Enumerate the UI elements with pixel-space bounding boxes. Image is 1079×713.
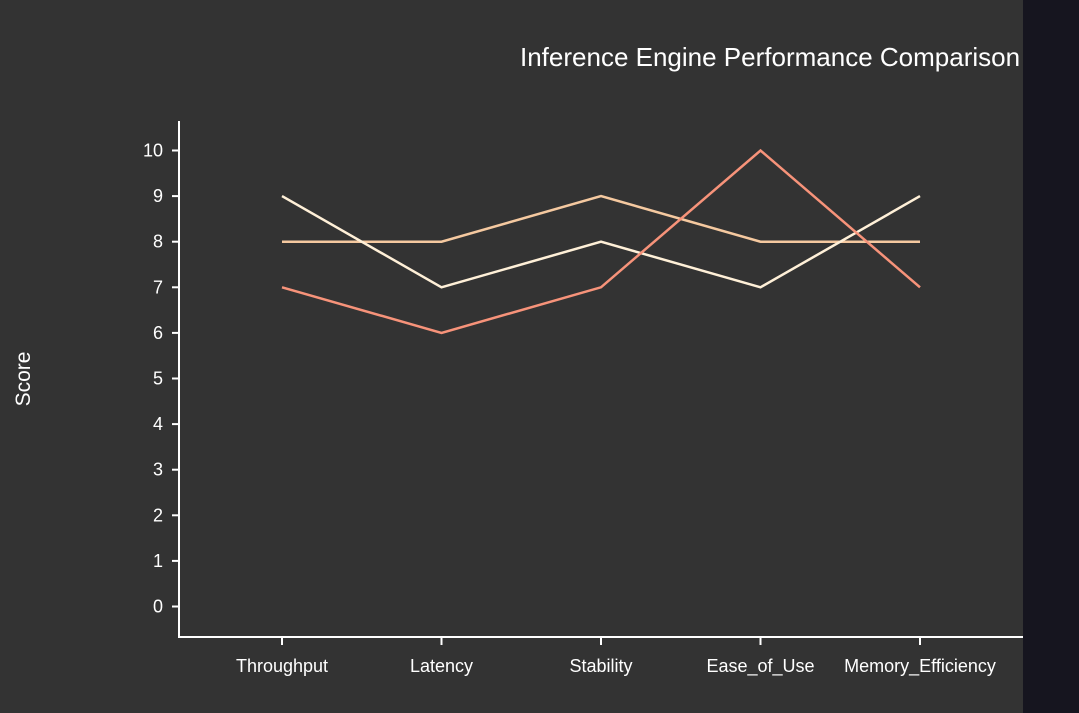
- y-tick-label: 9: [153, 186, 163, 206]
- y-tick-label: 6: [153, 323, 163, 343]
- x-axis: Throughput Latency Stability Ease_of_Use Mem…: [178, 636, 1023, 677]
- x-tick-label: Memory_Efficiency: [844, 656, 996, 677]
- x-tick-label: Throughput: [236, 656, 328, 676]
- series-line-1: [282, 194, 920, 243]
- y-axis: 0 1 2 3 4 5 6 7 8 9 10: [143, 121, 180, 638]
- y-tick-label: 3: [153, 460, 163, 480]
- x-tick-label: Ease_of_Use: [706, 656, 814, 677]
- y-tick-label: 10: [143, 141, 163, 161]
- y-tick-label: 7: [153, 277, 163, 297]
- y-tick-label: 8: [153, 232, 163, 252]
- y-tick-label: 5: [153, 369, 163, 389]
- series-line-3: [281, 148, 921, 335]
- y-tick-label: 4: [153, 414, 163, 434]
- y-tick-label: 2: [153, 505, 163, 525]
- y-axis-label: Score: [12, 352, 35, 407]
- chart-panel: Inference Engine Performance Comparison …: [0, 0, 1023, 713]
- x-tick-label: Stability: [569, 656, 632, 676]
- y-tick-label: 0: [153, 597, 163, 617]
- series-line-2: [281, 195, 921, 289]
- chart-title: Inference Engine Performance Comparison: [520, 42, 1020, 72]
- x-tick-label: Latency: [410, 656, 473, 676]
- y-tick-label: 1: [153, 551, 163, 571]
- series-layer: [281, 148, 921, 335]
